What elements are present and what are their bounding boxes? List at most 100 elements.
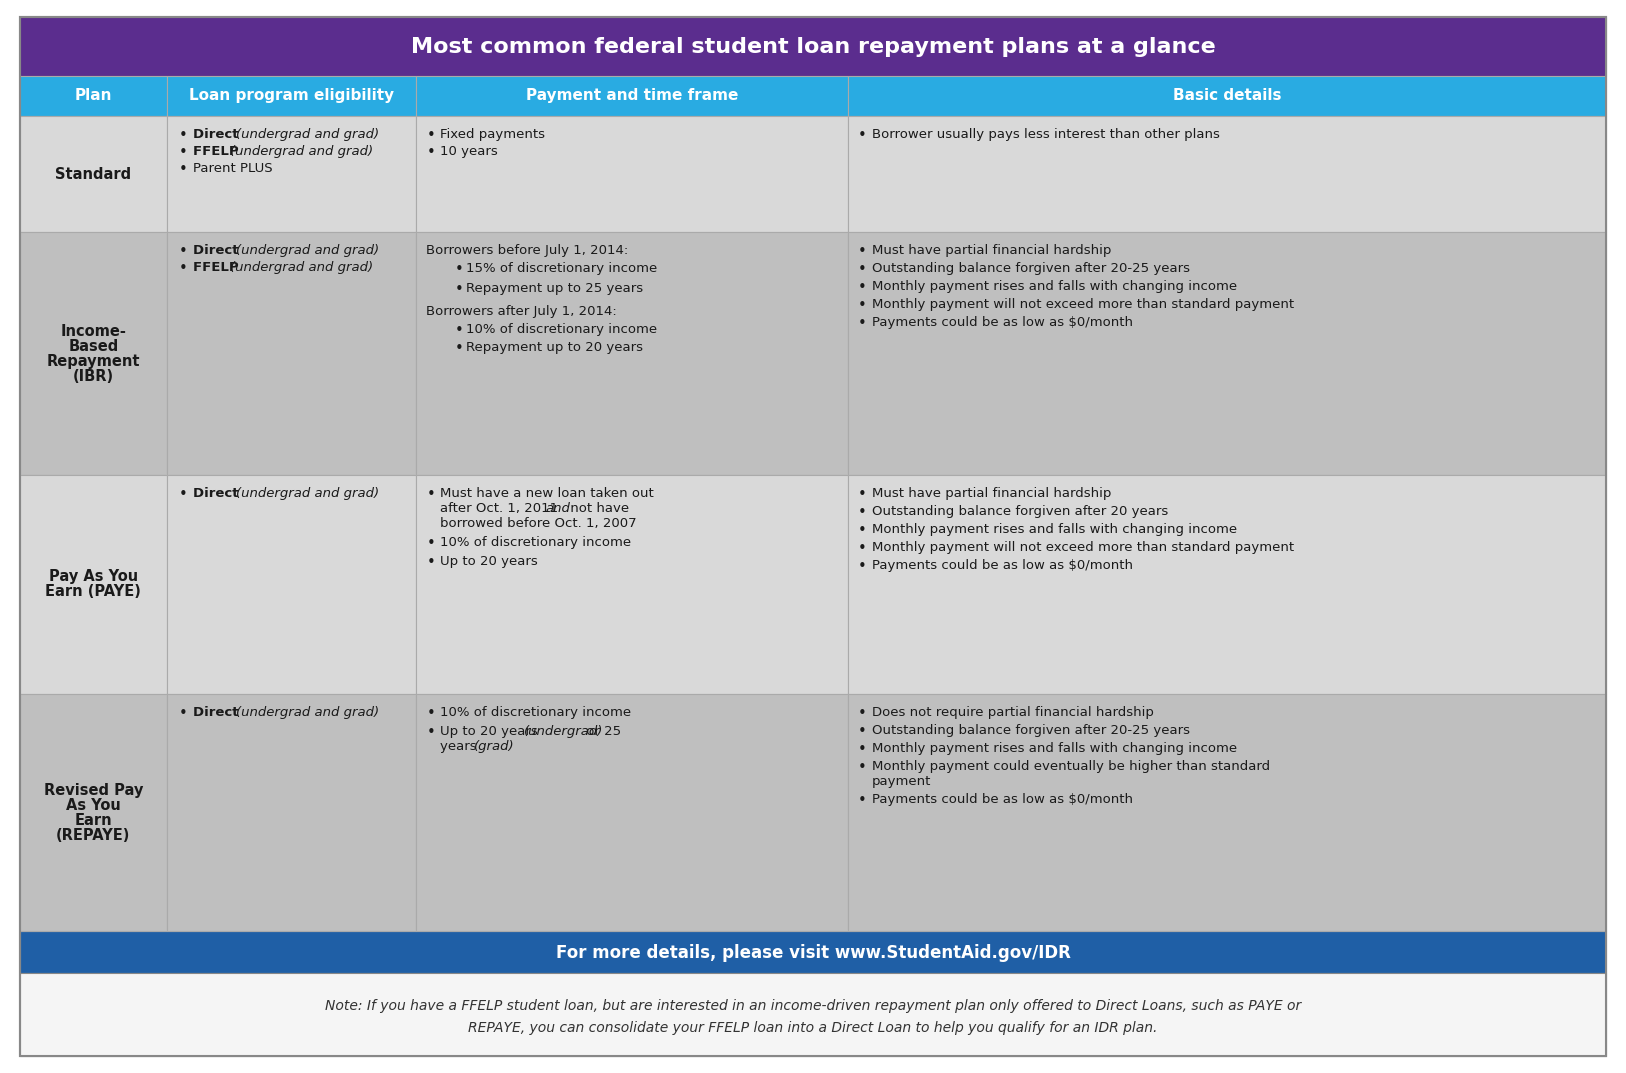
Text: Outstanding balance forgiven after 20-25 years: Outstanding balance forgiven after 20-25… xyxy=(872,724,1190,737)
Text: years: years xyxy=(441,740,481,753)
Text: Direct: Direct xyxy=(193,245,244,258)
Bar xyxy=(416,76,847,116)
Text: (undergrad and grad): (undergrad and grad) xyxy=(236,486,379,500)
Text: •: • xyxy=(859,559,867,574)
Text: •: • xyxy=(859,280,867,295)
Text: •: • xyxy=(859,298,867,313)
Bar xyxy=(20,474,167,694)
Text: Borrower usually pays less interest than other plans: Borrower usually pays less interest than… xyxy=(872,128,1220,141)
Text: Revised Pay: Revised Pay xyxy=(44,782,143,797)
Text: Pay As You: Pay As You xyxy=(49,570,138,585)
Bar xyxy=(20,233,167,474)
Text: or 25: or 25 xyxy=(582,725,621,738)
Bar xyxy=(847,76,1606,116)
Text: Parent PLUS: Parent PLUS xyxy=(193,162,273,175)
Text: •: • xyxy=(426,535,436,550)
Text: •: • xyxy=(179,245,189,260)
Text: Most common federal student loan repayment plans at a glance: Most common federal student loan repayme… xyxy=(411,36,1215,57)
Text: Repayment up to 20 years: Repayment up to 20 years xyxy=(467,341,644,354)
Text: Monthly payment rises and falls with changing income: Monthly payment rises and falls with cha… xyxy=(872,523,1237,535)
Text: (undergrad and grad): (undergrad and grad) xyxy=(236,128,379,141)
Text: Monthly payment rises and falls with changing income: Monthly payment rises and falls with cha… xyxy=(872,280,1237,293)
Text: not have: not have xyxy=(566,501,629,515)
Text: •: • xyxy=(859,504,867,519)
Text: Payments could be as low as $0/month: Payments could be as low as $0/month xyxy=(872,559,1133,572)
Bar xyxy=(847,116,1606,233)
Bar xyxy=(20,973,1606,1056)
Text: (undergrad and grad): (undergrad and grad) xyxy=(231,145,374,158)
Text: •: • xyxy=(426,706,436,721)
Bar xyxy=(416,116,847,233)
Text: •: • xyxy=(859,760,867,775)
Bar xyxy=(167,474,416,694)
Bar xyxy=(167,116,416,233)
Text: Monthly payment will not exceed more than standard payment: Monthly payment will not exceed more tha… xyxy=(872,298,1294,311)
Text: Plan: Plan xyxy=(75,88,112,103)
Text: Loan program eligibility: Loan program eligibility xyxy=(189,88,393,103)
Text: •: • xyxy=(179,145,189,160)
Text: •: • xyxy=(179,262,189,277)
Text: Direct: Direct xyxy=(193,486,244,500)
Text: Earn (PAYE): Earn (PAYE) xyxy=(46,585,141,600)
Bar xyxy=(847,694,1606,931)
Text: 10% of discretionary income: 10% of discretionary income xyxy=(441,535,631,548)
Text: 10% of discretionary income: 10% of discretionary income xyxy=(467,323,657,337)
Text: Earn: Earn xyxy=(75,812,112,827)
Bar xyxy=(167,233,416,474)
Text: (undergrad and grad): (undergrad and grad) xyxy=(236,245,379,258)
Text: Monthly payment could eventually be higher than standard: Monthly payment could eventually be high… xyxy=(872,760,1270,773)
Text: (REPAYE): (REPAYE) xyxy=(57,827,130,842)
Text: (undergrad and grad): (undergrad and grad) xyxy=(231,262,374,275)
Text: Payments could be as low as $0/month: Payments could be as low as $0/month xyxy=(872,317,1133,329)
Text: Up to 20 years: Up to 20 years xyxy=(441,725,541,738)
Text: Direct: Direct xyxy=(193,128,244,141)
Text: •: • xyxy=(426,145,436,160)
Text: Monthly payment will not exceed more than standard payment: Monthly payment will not exceed more tha… xyxy=(872,541,1294,554)
Text: (IBR): (IBR) xyxy=(73,368,114,383)
Text: •: • xyxy=(859,724,867,739)
Text: •: • xyxy=(859,743,867,756)
Text: •: • xyxy=(859,706,867,721)
Text: •: • xyxy=(454,323,463,338)
Text: 10 years: 10 years xyxy=(441,145,498,158)
Text: •: • xyxy=(859,128,867,143)
Text: Basic details: Basic details xyxy=(1172,88,1281,103)
Text: •: • xyxy=(859,541,867,556)
Text: •: • xyxy=(859,317,867,332)
Bar xyxy=(20,116,167,233)
Text: 15% of discretionary income: 15% of discretionary income xyxy=(467,263,657,276)
Text: Payment and time frame: Payment and time frame xyxy=(525,88,738,103)
Bar xyxy=(167,76,416,116)
Text: •: • xyxy=(426,555,436,570)
Text: •: • xyxy=(179,128,189,143)
Text: Direct: Direct xyxy=(193,706,244,719)
Bar xyxy=(847,233,1606,474)
Text: Must have partial financial hardship: Must have partial financial hardship xyxy=(872,245,1111,258)
Bar xyxy=(847,474,1606,694)
Text: •: • xyxy=(179,162,189,177)
Text: •: • xyxy=(859,523,867,538)
Bar xyxy=(20,694,167,931)
Text: •: • xyxy=(179,486,189,501)
Text: Outstanding balance forgiven after 20-25 years: Outstanding balance forgiven after 20-25… xyxy=(872,263,1190,276)
Text: Based: Based xyxy=(68,338,119,353)
Text: (undergrad): (undergrad) xyxy=(524,725,603,738)
Text: •: • xyxy=(859,793,867,808)
Text: Outstanding balance forgiven after 20 years: Outstanding balance forgiven after 20 ye… xyxy=(872,504,1167,517)
Bar xyxy=(20,17,1606,76)
Bar xyxy=(167,694,416,931)
Text: REPAYE, you can consolidate your FFELP loan into a Direct Loan to help you quali: REPAYE, you can consolidate your FFELP l… xyxy=(468,1021,1158,1035)
Text: Standard: Standard xyxy=(55,166,132,181)
Text: and: and xyxy=(546,501,571,515)
Bar xyxy=(20,931,1606,973)
Bar xyxy=(416,474,847,694)
Text: Borrowers after July 1, 2014:: Borrowers after July 1, 2014: xyxy=(426,306,616,319)
Text: For more details, please visit www.StudentAid.gov/IDR: For more details, please visit www.Stude… xyxy=(556,944,1070,962)
Text: •: • xyxy=(859,245,867,260)
Text: FFELP: FFELP xyxy=(193,145,244,158)
Text: •: • xyxy=(859,263,867,278)
Text: •: • xyxy=(426,486,436,501)
Text: •: • xyxy=(454,263,463,278)
Text: FFELP: FFELP xyxy=(193,262,244,275)
Text: Repayment: Repayment xyxy=(47,353,140,368)
